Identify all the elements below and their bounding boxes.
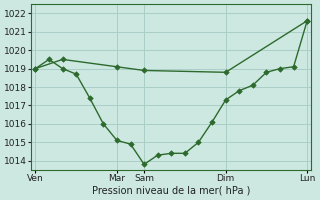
X-axis label: Pression niveau de la mer( hPa ): Pression niveau de la mer( hPa ) bbox=[92, 186, 251, 196]
